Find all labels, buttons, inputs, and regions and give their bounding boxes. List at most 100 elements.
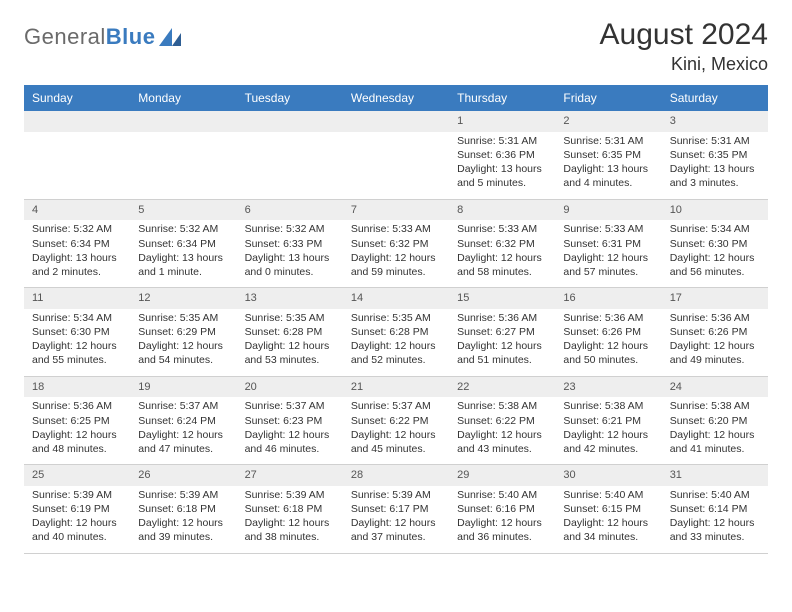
- day1-text: Daylight: 13 hours: [245, 251, 335, 265]
- day1-text: Daylight: 13 hours: [457, 162, 547, 176]
- calendar-cell: 17Sunrise: 5:36 AMSunset: 6:26 PMDayligh…: [662, 288, 768, 377]
- day1-text: Daylight: 12 hours: [457, 516, 547, 530]
- day-number: 11: [24, 288, 130, 309]
- day2-text: and 48 minutes.: [32, 442, 122, 456]
- sunset-text: Sunset: 6:28 PM: [245, 325, 335, 339]
- calendar-cell: 18Sunrise: 5:36 AMSunset: 6:25 PMDayligh…: [24, 376, 130, 465]
- day-number: 6: [237, 200, 343, 221]
- day2-text: and 50 minutes.: [563, 353, 653, 367]
- sunrise-text: Sunrise: 5:34 AM: [670, 222, 760, 236]
- calendar-cell: 23Sunrise: 5:38 AMSunset: 6:21 PMDayligh…: [555, 376, 661, 465]
- sunset-text: Sunset: 6:34 PM: [32, 237, 122, 251]
- calendar-cell: 6Sunrise: 5:32 AMSunset: 6:33 PMDaylight…: [237, 199, 343, 288]
- sunrise-text: Sunrise: 5:33 AM: [457, 222, 547, 236]
- sunset-text: Sunset: 6:20 PM: [670, 414, 760, 428]
- weekday-header: Saturday: [662, 85, 768, 111]
- day1-text: Daylight: 12 hours: [32, 516, 122, 530]
- sunrise-text: Sunrise: 5:36 AM: [32, 399, 122, 413]
- sunset-text: Sunset: 6:36 PM: [457, 148, 547, 162]
- sunset-text: Sunset: 6:32 PM: [457, 237, 547, 251]
- day1-text: Daylight: 12 hours: [670, 516, 760, 530]
- sunrise-text: Sunrise: 5:32 AM: [32, 222, 122, 236]
- day1-text: Daylight: 13 hours: [138, 251, 228, 265]
- day2-text: and 33 minutes.: [670, 530, 760, 544]
- sunset-text: Sunset: 6:19 PM: [32, 502, 122, 516]
- day-details: Sunrise: 5:38 AMSunset: 6:22 PMDaylight:…: [449, 397, 555, 464]
- sunset-text: Sunset: 6:14 PM: [670, 502, 760, 516]
- day-details: Sunrise: 5:36 AMSunset: 6:27 PMDaylight:…: [449, 309, 555, 376]
- day-details-empty: [237, 132, 343, 190]
- day-number: 12: [130, 288, 236, 309]
- day1-text: Daylight: 13 hours: [563, 162, 653, 176]
- day-details: Sunrise: 5:40 AMSunset: 6:16 PMDaylight:…: [449, 486, 555, 553]
- sunset-text: Sunset: 6:32 PM: [351, 237, 441, 251]
- sunset-text: Sunset: 6:30 PM: [32, 325, 122, 339]
- day-details: Sunrise: 5:32 AMSunset: 6:33 PMDaylight:…: [237, 220, 343, 287]
- sunrise-text: Sunrise: 5:35 AM: [245, 311, 335, 325]
- day2-text: and 55 minutes.: [32, 353, 122, 367]
- day-number: 21: [343, 377, 449, 398]
- sunrise-text: Sunrise: 5:33 AM: [351, 222, 441, 236]
- day2-text: and 57 minutes.: [563, 265, 653, 279]
- weekday-header: Tuesday: [237, 85, 343, 111]
- day-details: Sunrise: 5:33 AMSunset: 6:32 PMDaylight:…: [343, 220, 449, 287]
- day-number: 29: [449, 465, 555, 486]
- day-number: 10: [662, 200, 768, 221]
- day2-text: and 53 minutes.: [245, 353, 335, 367]
- day-number: 31: [662, 465, 768, 486]
- day2-text: and 59 minutes.: [351, 265, 441, 279]
- sunrise-text: Sunrise: 5:31 AM: [457, 134, 547, 148]
- day-details: Sunrise: 5:39 AMSunset: 6:19 PMDaylight:…: [24, 486, 130, 553]
- day-number: 2: [555, 111, 661, 132]
- weekday-header: Wednesday: [343, 85, 449, 111]
- day-number: 20: [237, 377, 343, 398]
- day-number-empty: [24, 111, 130, 132]
- weekday-header: Sunday: [24, 85, 130, 111]
- day1-text: Daylight: 12 hours: [457, 428, 547, 442]
- day-number: 19: [130, 377, 236, 398]
- sunset-text: Sunset: 6:18 PM: [245, 502, 335, 516]
- day2-text: and 52 minutes.: [351, 353, 441, 367]
- day-details: Sunrise: 5:32 AMSunset: 6:34 PMDaylight:…: [130, 220, 236, 287]
- sunrise-text: Sunrise: 5:39 AM: [32, 488, 122, 502]
- day-number: 26: [130, 465, 236, 486]
- sunrise-text: Sunrise: 5:35 AM: [351, 311, 441, 325]
- sunrise-text: Sunrise: 5:36 AM: [563, 311, 653, 325]
- sunset-text: Sunset: 6:31 PM: [563, 237, 653, 251]
- sunrise-text: Sunrise: 5:38 AM: [563, 399, 653, 413]
- day-number: 1: [449, 111, 555, 132]
- sunset-text: Sunset: 6:35 PM: [563, 148, 653, 162]
- day-details: Sunrise: 5:36 AMSunset: 6:26 PMDaylight:…: [662, 309, 768, 376]
- day-details: Sunrise: 5:32 AMSunset: 6:34 PMDaylight:…: [24, 220, 130, 287]
- day-details: Sunrise: 5:36 AMSunset: 6:25 PMDaylight:…: [24, 397, 130, 464]
- weekday-header-row: Sunday Monday Tuesday Wednesday Thursday…: [24, 85, 768, 111]
- day-number: 13: [237, 288, 343, 309]
- day1-text: Daylight: 12 hours: [245, 428, 335, 442]
- day2-text: and 49 minutes.: [670, 353, 760, 367]
- day-details: Sunrise: 5:35 AMSunset: 6:29 PMDaylight:…: [130, 309, 236, 376]
- sunrise-text: Sunrise: 5:32 AM: [245, 222, 335, 236]
- sunrise-text: Sunrise: 5:38 AM: [670, 399, 760, 413]
- logo-word1: General: [24, 24, 106, 49]
- calendar-cell: 20Sunrise: 5:37 AMSunset: 6:23 PMDayligh…: [237, 376, 343, 465]
- calendar-cell: [343, 111, 449, 199]
- calendar-row: 1Sunrise: 5:31 AMSunset: 6:36 PMDaylight…: [24, 111, 768, 199]
- day1-text: Daylight: 12 hours: [563, 516, 653, 530]
- day-details: Sunrise: 5:40 AMSunset: 6:15 PMDaylight:…: [555, 486, 661, 553]
- day-details: Sunrise: 5:36 AMSunset: 6:26 PMDaylight:…: [555, 309, 661, 376]
- day-number-empty: [237, 111, 343, 132]
- day-number: 14: [343, 288, 449, 309]
- day-details: Sunrise: 5:31 AMSunset: 6:35 PMDaylight:…: [555, 132, 661, 199]
- sunset-text: Sunset: 6:26 PM: [670, 325, 760, 339]
- sunrise-text: Sunrise: 5:39 AM: [245, 488, 335, 502]
- calendar-cell: 14Sunrise: 5:35 AMSunset: 6:28 PMDayligh…: [343, 288, 449, 377]
- sunrise-text: Sunrise: 5:37 AM: [245, 399, 335, 413]
- day2-text: and 4 minutes.: [563, 176, 653, 190]
- month-title: August 2024: [600, 18, 768, 52]
- day-number: 22: [449, 377, 555, 398]
- day-details: Sunrise: 5:33 AMSunset: 6:31 PMDaylight:…: [555, 220, 661, 287]
- title-block: August 2024 Kini, Mexico: [600, 18, 768, 75]
- calendar-cell: 3Sunrise: 5:31 AMSunset: 6:35 PMDaylight…: [662, 111, 768, 199]
- calendar-cell: 22Sunrise: 5:38 AMSunset: 6:22 PMDayligh…: [449, 376, 555, 465]
- day-details: Sunrise: 5:34 AMSunset: 6:30 PMDaylight:…: [662, 220, 768, 287]
